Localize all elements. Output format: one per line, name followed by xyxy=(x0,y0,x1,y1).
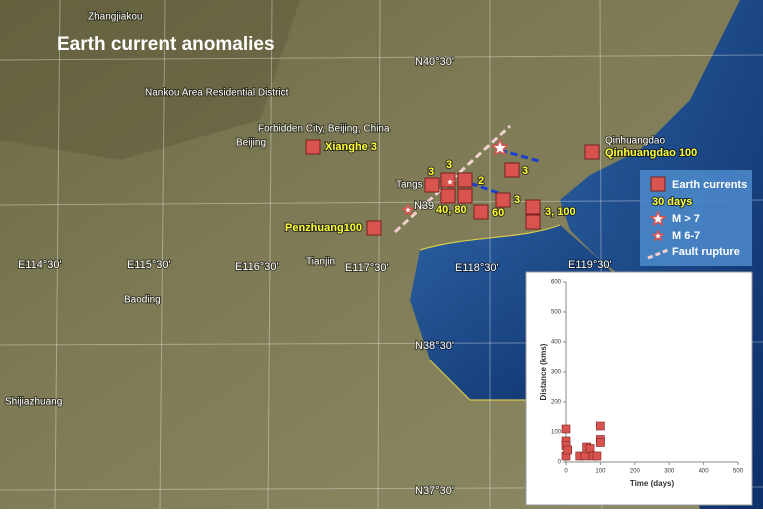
anomaly-square xyxy=(366,220,382,236)
anomaly-square xyxy=(424,177,440,193)
legend-label: M 6-7 xyxy=(672,230,700,242)
anomaly-square xyxy=(457,188,473,204)
anomaly-sites xyxy=(305,139,600,236)
place-label: Zhangjiakou xyxy=(88,12,142,23)
earthquake-star xyxy=(490,138,510,157)
anomaly-square xyxy=(473,204,489,220)
place-label: Tangs xyxy=(396,180,423,191)
anomaly-square xyxy=(525,199,541,215)
legend-label: M > 7 xyxy=(672,213,700,225)
graticule-label: E114°30' xyxy=(18,259,62,271)
y-tick-label: 600 xyxy=(551,280,562,286)
legend-fault xyxy=(647,248,669,260)
graticule-label: N38°30' xyxy=(415,340,454,352)
anomaly-square xyxy=(305,139,321,155)
legend-label: Earth currents xyxy=(672,179,747,191)
y-tick-label: 300 xyxy=(551,370,562,376)
place-label: Nankou Area Residential District xyxy=(145,88,289,99)
place-label: Qinhuangdao xyxy=(605,136,665,147)
anomaly-square xyxy=(440,188,456,204)
legend-label: Fault rupture xyxy=(672,246,740,258)
scatter-point xyxy=(580,451,590,461)
scatter-point xyxy=(596,421,605,431)
graticule-label: N37°30' xyxy=(415,485,454,497)
y-axis-label: Distance (kms) xyxy=(539,343,548,400)
site-annotation: 3 xyxy=(446,159,452,171)
scatter-point xyxy=(563,445,573,455)
place-label: Forbidden City, Beijing, China xyxy=(258,124,390,135)
site-annotation: 3, 100 xyxy=(545,206,576,218)
site-annotation: 3 xyxy=(522,165,528,177)
place-label: Tianjin xyxy=(306,257,335,268)
graticule-label: N40°30' xyxy=(415,56,454,68)
site-annotation: 60 xyxy=(492,207,504,219)
x-tick-label: 200 xyxy=(630,469,641,475)
place-label: Beijing xyxy=(236,138,266,149)
y-tick-label: 100 xyxy=(551,430,562,436)
x-tick-label: 300 xyxy=(664,469,675,475)
x-tick-label: 500 xyxy=(733,469,744,475)
x-tick-label: 400 xyxy=(699,469,710,475)
y-tick-label: 200 xyxy=(551,400,562,406)
scatter-point xyxy=(592,451,602,461)
legend-star xyxy=(651,229,665,242)
inset-chart xyxy=(525,271,753,506)
site-annotation: 3 xyxy=(428,166,434,178)
anomaly-square xyxy=(584,144,600,160)
place-label: Shijiazhuang xyxy=(5,397,62,408)
site-annotation: 2 xyxy=(478,175,484,187)
x-tick-label: 100 xyxy=(595,469,606,475)
site-annotation: Xianghe 3 xyxy=(325,141,377,153)
graticule-label: E119°30' xyxy=(568,259,612,271)
site-annotation: Qinhuangdao 100 xyxy=(605,147,697,159)
site-annotation: 3 xyxy=(514,194,520,206)
scatter-point xyxy=(596,438,605,447)
graticule-label: E117°30' xyxy=(345,262,389,274)
graticule-label: E116°30' xyxy=(235,261,279,273)
earthquake-star xyxy=(401,203,415,216)
anomaly-square xyxy=(495,192,511,208)
site-annotation: Penzhuang100 xyxy=(285,222,362,234)
legend-label: 30 days xyxy=(652,196,692,208)
x-axis-label: Time (days) xyxy=(630,479,675,488)
anomaly-square xyxy=(457,172,473,188)
y-tick-label: 0 xyxy=(558,460,562,466)
legend-square xyxy=(650,176,666,192)
scatter-point xyxy=(561,424,571,434)
earthquake-star xyxy=(443,175,457,188)
map-title: Earth current anomalies xyxy=(57,34,275,55)
y-tick-label: 400 xyxy=(551,340,562,346)
place-label: Baoding xyxy=(124,295,161,306)
y-tick-label: 500 xyxy=(551,310,562,316)
graticule-label: E115°30' xyxy=(127,259,171,271)
anomaly-square xyxy=(504,162,520,178)
anomaly-square xyxy=(525,214,541,230)
legend-star xyxy=(649,210,667,227)
scatter-point xyxy=(585,444,595,453)
x-tick-label: 0 xyxy=(564,469,568,475)
site-annotation: 40, 80 xyxy=(436,204,467,216)
graticule-label: E118°30' xyxy=(455,262,499,274)
coastline xyxy=(419,224,561,401)
mountains xyxy=(0,0,300,160)
graticule-label: N39 xyxy=(414,200,434,212)
